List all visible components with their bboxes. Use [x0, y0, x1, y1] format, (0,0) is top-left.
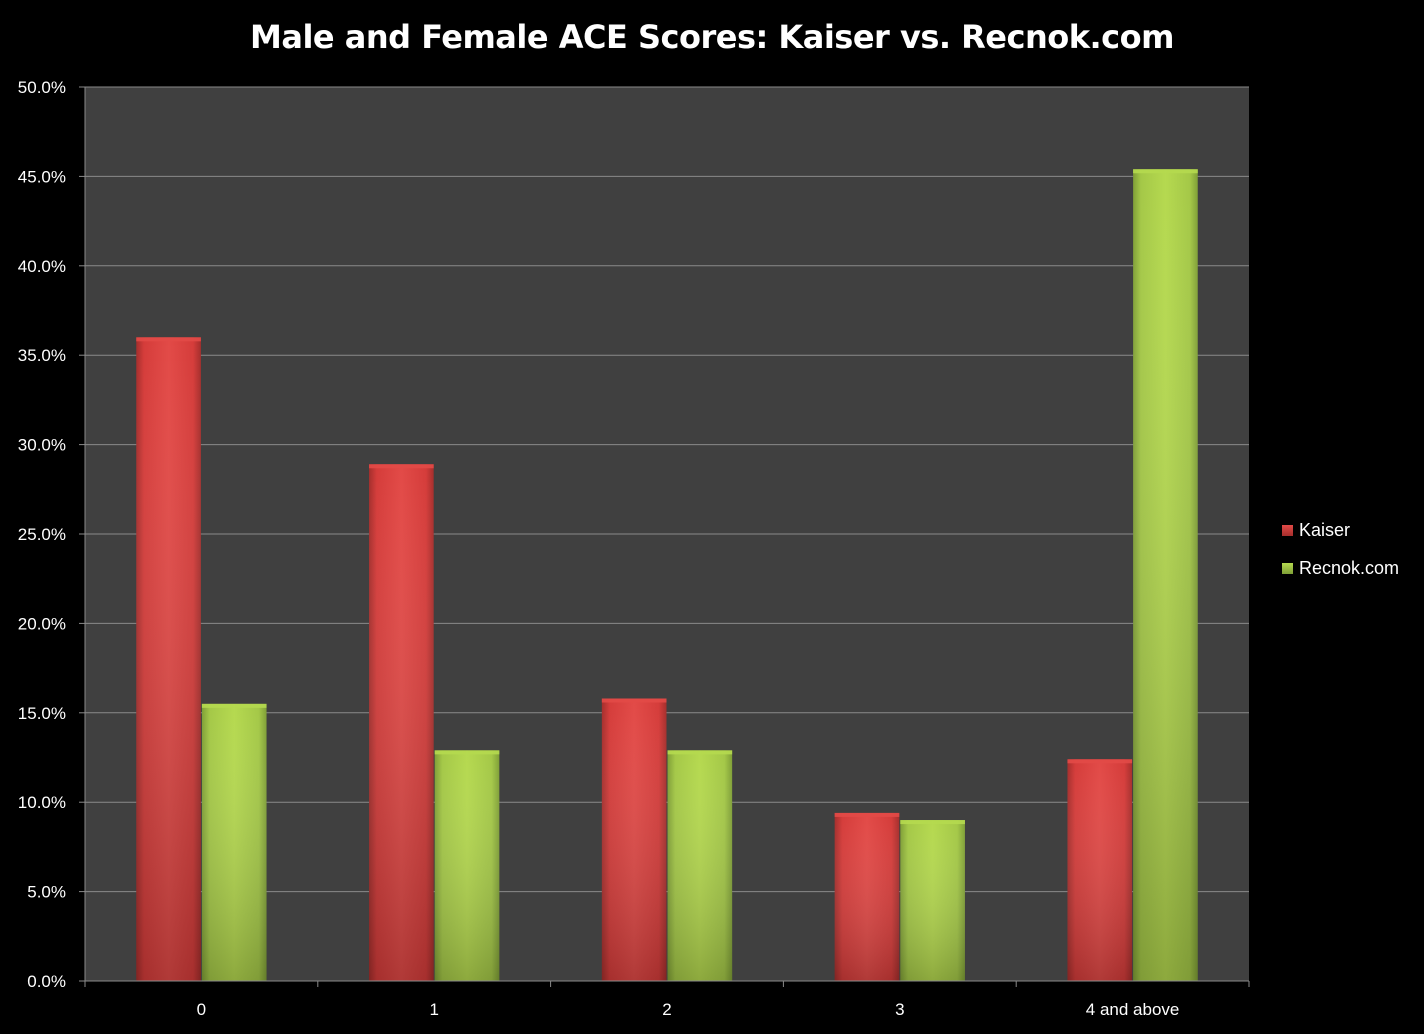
legend-item-kaiser[interactable]: Kaiser — [1282, 518, 1399, 542]
legend: Kaiser Recnok.com — [1282, 518, 1399, 594]
bar-bevel — [201, 703, 267, 708]
x-tick-label: 0 — [197, 1000, 206, 1019]
y-tick-labels: 0.0% 5.0% 10.0% 15.0% 20.0% 25.0% 30.0% 35.0% 40… — [18, 78, 66, 991]
x-tick-label: 4 and above — [1086, 1000, 1180, 1019]
legend-swatch-kaiser — [1282, 524, 1293, 536]
y-tick-label: 45.0% — [18, 167, 66, 186]
y-tick-label: 30.0% — [18, 436, 66, 455]
bar-bevel — [834, 812, 900, 817]
x-tick-labels: 0 1 2 3 4 and above — [197, 1000, 1180, 1019]
bar-kaiser-3[interactable] — [834, 812, 900, 981]
bar-bevel — [1067, 759, 1133, 764]
bar-shade — [900, 820, 965, 981]
y-tick-label: 50.0% — [18, 78, 66, 97]
x-tick-label: 1 — [429, 1000, 438, 1019]
bar-kaiser-1[interactable] — [369, 464, 434, 981]
y-tick-label: 40.0% — [18, 257, 66, 276]
legend-item-recnok[interactable]: Recnok.com — [1282, 556, 1399, 580]
y-tick-label: 15.0% — [18, 704, 66, 723]
bar-kaiser-2[interactable] — [601, 698, 667, 981]
legend-label-kaiser: Kaiser — [1299, 519, 1351, 540]
bar-recnok-com-1[interactable] — [434, 750, 500, 981]
x-tick-label: 3 — [895, 1000, 904, 1019]
bar-recnok-com-0[interactable] — [201, 703, 267, 981]
bar-shade — [136, 337, 201, 981]
bar-shade — [834, 812, 900, 981]
bar-bevel — [136, 337, 201, 342]
bar-bevel — [667, 750, 733, 755]
bar-shade — [201, 703, 267, 981]
y-tick-label: 5.0% — [27, 883, 66, 902]
bar-kaiser-0[interactable] — [136, 337, 201, 981]
y-tick-label: 25.0% — [18, 525, 66, 544]
bar-bevel — [601, 698, 667, 703]
bar-recnok-com-4[interactable] — [1133, 169, 1198, 982]
y-tick-label: 0.0% — [27, 972, 66, 991]
y-tick-label: 35.0% — [18, 346, 66, 365]
bar-shade — [1133, 169, 1198, 982]
y-tick-label: 20.0% — [18, 614, 66, 633]
bars — [136, 169, 1198, 982]
legend-label-recnok: Recnok.com — [1299, 557, 1400, 578]
bar-bevel — [1133, 169, 1198, 174]
x-tick-label: 2 — [662, 1000, 671, 1019]
bar-recnok-com-3[interactable] — [900, 820, 965, 981]
bar-shade — [601, 698, 667, 981]
bar-shade — [369, 464, 434, 981]
bar-kaiser-4[interactable] — [1067, 759, 1133, 981]
axes — [84, 87, 1250, 987]
bar-shade — [434, 750, 500, 981]
bar-recnok-com-2[interactable] — [667, 750, 733, 981]
chart-title: Male and Female ACE Scores: Kaiser vs. R… — [250, 18, 1174, 56]
y-tick-label: 10.0% — [18, 793, 66, 812]
gridlines — [79, 86, 1249, 982]
legend-swatch-recnok — [1282, 562, 1293, 574]
bar-bevel — [434, 750, 500, 755]
bar-shade — [1067, 759, 1133, 981]
bar-shade — [667, 750, 733, 981]
bar-bevel — [369, 464, 434, 469]
bar-bevel — [900, 820, 965, 825]
